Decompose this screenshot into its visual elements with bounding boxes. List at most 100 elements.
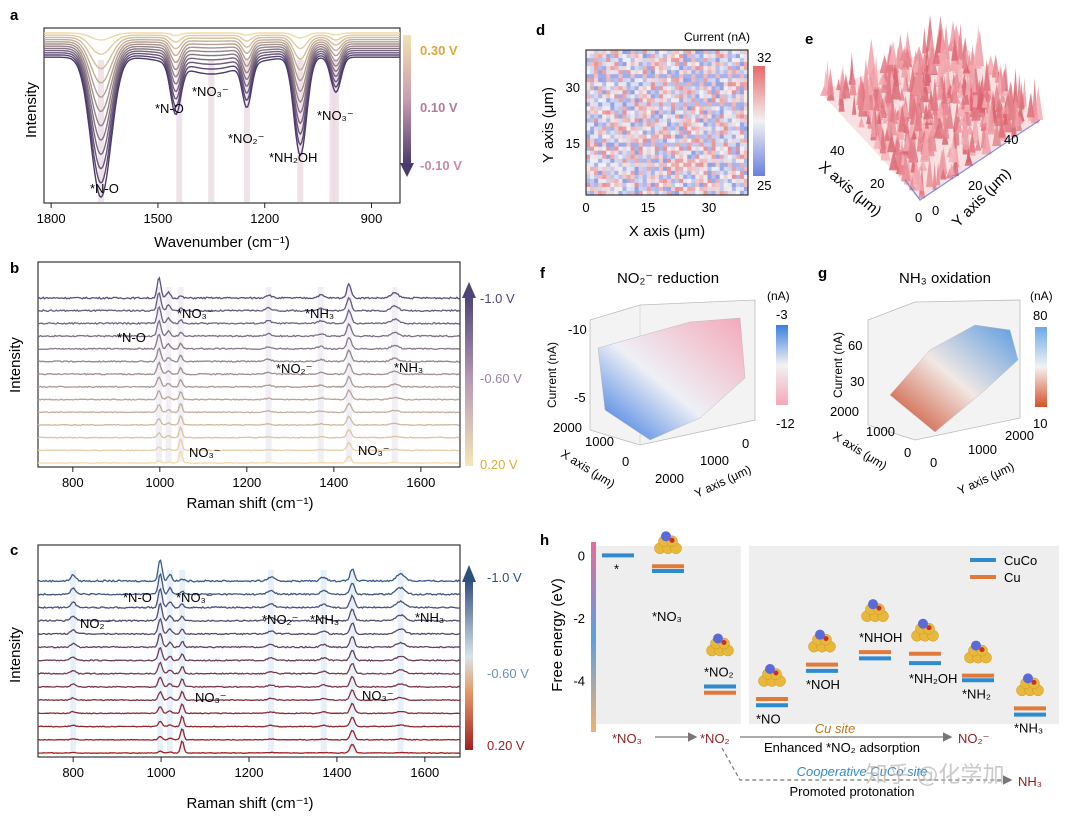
d-cell (695, 166, 700, 172)
d-cell (675, 118, 680, 123)
d-cell (594, 70, 599, 75)
d-cell (699, 54, 704, 59)
d-cell (646, 98, 652, 103)
d-cell (594, 126, 599, 131)
d-cell (638, 98, 643, 103)
d-cell (586, 186, 591, 192)
d-cell (590, 94, 595, 99)
d-cell (606, 118, 611, 123)
d-cell (739, 158, 745, 164)
e-spike (902, 47, 913, 68)
d-cell (586, 150, 591, 156)
d-cell (715, 106, 720, 111)
d-cell (650, 74, 656, 79)
d-cell (691, 58, 696, 63)
d-cell (719, 178, 724, 184)
d-cell (618, 62, 623, 67)
d-cell (594, 106, 599, 111)
d-cell (683, 66, 688, 71)
d-xtick-30: 30 (702, 200, 716, 215)
d-cell (667, 110, 672, 115)
d-cell (658, 138, 664, 143)
d-cell (642, 146, 648, 151)
d-cell (602, 122, 607, 127)
d-cell (683, 74, 688, 79)
d-cell (626, 78, 631, 83)
d-cell (618, 90, 623, 95)
d-cell (594, 118, 599, 123)
e-spike (1003, 102, 1010, 114)
d-cell (735, 62, 741, 67)
d-cell (598, 82, 603, 87)
d-cell (707, 150, 712, 156)
d-cell (618, 154, 623, 160)
e-spike (970, 44, 975, 66)
d-cell (586, 178, 591, 184)
d-cell (675, 190, 680, 196)
d-cell (699, 146, 704, 151)
d-cell (662, 154, 668, 160)
d-cell (683, 50, 688, 55)
e-spike (942, 115, 950, 139)
d-cell (650, 134, 656, 139)
d-cell (650, 78, 656, 83)
d-cell (735, 54, 741, 59)
d-cell (654, 130, 660, 135)
d-cell (618, 78, 623, 83)
e-ytick-40: 40 (1004, 132, 1018, 147)
d-cell (671, 114, 676, 119)
d-cell (586, 78, 591, 83)
d-cell (699, 142, 704, 147)
d-cell (743, 122, 749, 127)
d-cell (723, 190, 729, 196)
e-spike (948, 136, 958, 163)
d-cell (679, 66, 684, 71)
d-cell (695, 62, 700, 67)
d-cell (683, 94, 688, 99)
d-cell (731, 178, 737, 184)
d-cell (634, 118, 639, 123)
d-cell (614, 98, 619, 103)
h-state-label-6: *NH₂OH (909, 671, 957, 686)
a-series-5 (44, 43, 400, 113)
a-series-8 (44, 49, 400, 156)
d-cell (594, 114, 599, 119)
h-atom-o (823, 636, 829, 642)
d-cell (683, 106, 688, 111)
d-cell (610, 162, 615, 168)
d-cell (695, 138, 700, 143)
c-band-6 (349, 570, 356, 752)
d-cell (675, 166, 680, 172)
d-cell (743, 150, 749, 156)
d-cell (654, 90, 660, 95)
f-ylabel: Y axis (μm) (692, 462, 753, 500)
d-cell (667, 74, 672, 79)
d-cell (610, 154, 615, 160)
d-cell (654, 62, 660, 67)
c-series-9 (37, 689, 461, 702)
d-cell (642, 186, 648, 192)
d-cell (671, 66, 676, 71)
d-cell (743, 86, 749, 91)
d-cell (654, 154, 660, 160)
d-cell (719, 134, 724, 139)
g-ztick-30: 30 (850, 374, 864, 389)
d-cell (691, 86, 696, 91)
d-cell (699, 78, 704, 83)
d-cell (731, 106, 737, 111)
d-cell (675, 186, 680, 192)
d-cell (719, 138, 724, 143)
h-atom-o (773, 670, 779, 676)
d-cell (715, 126, 720, 131)
e-spike (878, 73, 888, 85)
d-cell (598, 54, 603, 59)
e-spike (981, 127, 992, 155)
d-cell (707, 122, 712, 127)
d-cell (703, 134, 708, 139)
d-cell (662, 110, 668, 115)
d-cell (602, 78, 607, 83)
d-cell (675, 110, 680, 115)
d-cell (654, 106, 660, 111)
d-cell (586, 158, 591, 164)
d-cell (598, 62, 603, 67)
